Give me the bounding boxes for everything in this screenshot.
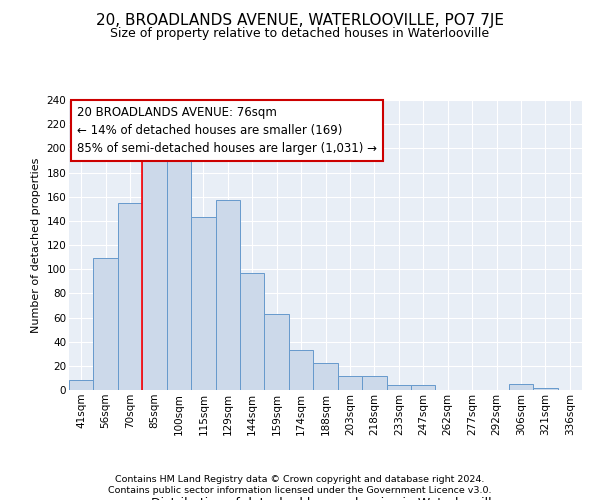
- Bar: [265, 314, 289, 390]
- Bar: [386, 385, 411, 390]
- Text: Contains public sector information licensed under the Government Licence v3.0.: Contains public sector information licen…: [108, 486, 492, 495]
- Y-axis label: Number of detached properties: Number of detached properties: [31, 158, 41, 332]
- Bar: [411, 385, 436, 390]
- Bar: [289, 350, 313, 390]
- Bar: [509, 384, 533, 390]
- Bar: [118, 202, 142, 390]
- X-axis label: Distribution of detached houses by size in Waterlooville: Distribution of detached houses by size …: [151, 498, 500, 500]
- Bar: [338, 376, 362, 390]
- Bar: [191, 217, 215, 390]
- Text: 20 BROADLANDS AVENUE: 76sqm
← 14% of detached houses are smaller (169)
85% of se: 20 BROADLANDS AVENUE: 76sqm ← 14% of det…: [77, 106, 377, 155]
- Bar: [362, 376, 386, 390]
- Text: Contains HM Land Registry data © Crown copyright and database right 2024.: Contains HM Land Registry data © Crown c…: [115, 475, 485, 484]
- Bar: [240, 273, 265, 390]
- Bar: [94, 258, 118, 390]
- Text: Size of property relative to detached houses in Waterlooville: Size of property relative to detached ho…: [110, 28, 490, 40]
- Bar: [215, 200, 240, 390]
- Bar: [167, 154, 191, 390]
- Bar: [533, 388, 557, 390]
- Bar: [69, 380, 94, 390]
- Text: 20, BROADLANDS AVENUE, WATERLOOVILLE, PO7 7JE: 20, BROADLANDS AVENUE, WATERLOOVILLE, PO…: [96, 12, 504, 28]
- Bar: [313, 364, 338, 390]
- Bar: [142, 154, 167, 390]
